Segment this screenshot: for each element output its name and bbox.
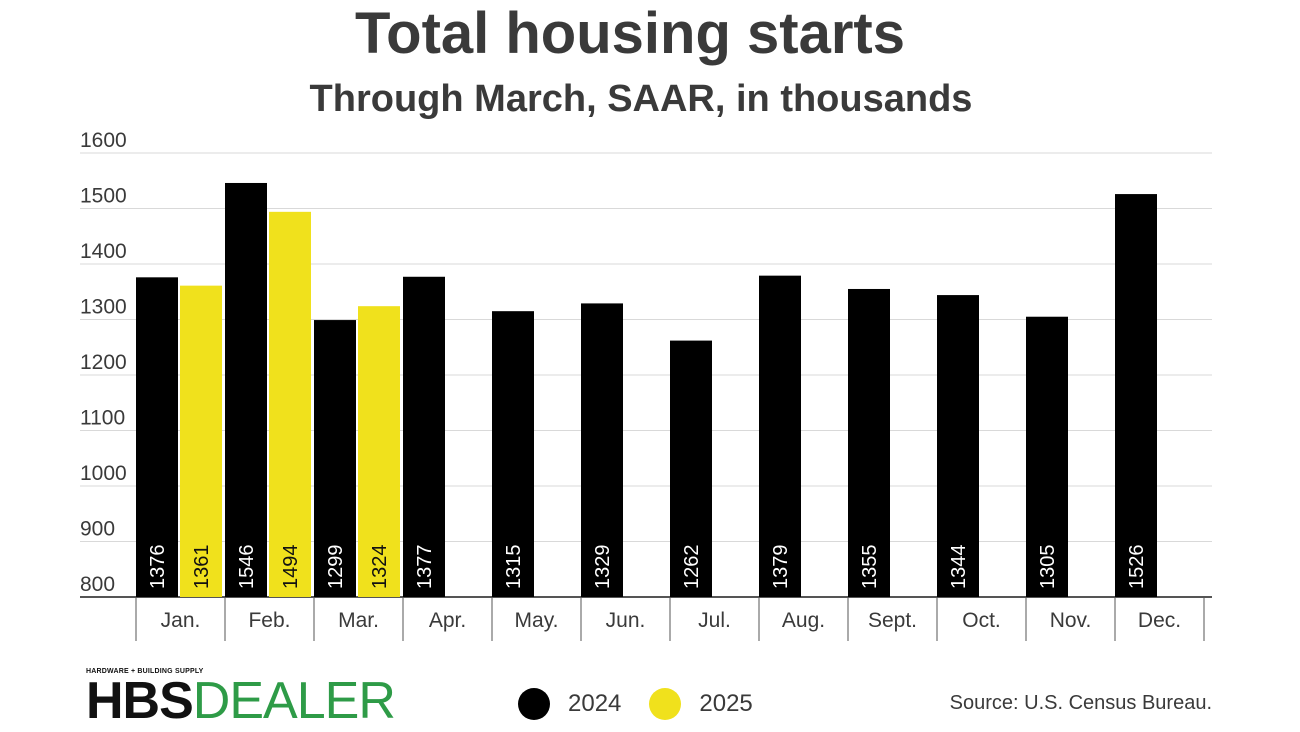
logo-hbs: HBS (86, 672, 194, 730)
x-tick-label: Aug. (782, 609, 825, 632)
bar-data-label: 1329 (592, 545, 614, 590)
chart-title: Total housing starts (355, 1, 905, 66)
bar-data-label: 1546 (236, 545, 258, 590)
y-tick-label: 800 (80, 573, 115, 596)
bar-data-label: 1315 (503, 545, 525, 590)
x-tick-label: Jun. (606, 609, 646, 632)
legend-swatch-2025 (649, 688, 682, 720)
bar-data-label: 1324 (369, 545, 391, 590)
bar-data-label: 1494 (280, 545, 302, 590)
bar-2025 (358, 306, 400, 597)
y-tick-label: 1100 (80, 407, 125, 430)
y-tick-label: 1500 (80, 185, 127, 208)
bar-data-label: 1361 (191, 545, 213, 590)
bar-2024 (848, 288, 890, 597)
bar-chart: 800 900 1000 1100 1200 1300 1400 1500 1600 1376 13… (80, 129, 1212, 641)
bar-2024 (1115, 194, 1157, 597)
y-tick-label: 900 (80, 518, 115, 541)
bar-data-label: 1379 (770, 545, 792, 590)
x-tick-label: Dec. (1138, 609, 1181, 632)
logo-dealer: DEALER (192, 672, 396, 730)
bar-2024 (937, 295, 979, 597)
x-tick-label: Sept. (868, 609, 917, 632)
x-tick-label: Nov. (1050, 609, 1092, 632)
bar-2024 (1026, 316, 1068, 597)
bar-2024 (314, 320, 356, 597)
x-tick-label: May. (515, 609, 559, 632)
bar-2025 (269, 211, 311, 597)
legend-label-2025: 2025 (699, 690, 753, 717)
bar-2024 (136, 277, 178, 597)
bar-2024 (225, 182, 267, 597)
x-tick-label: Apr. (429, 609, 466, 632)
hbs-dealer-logo: HARDWARE + BUILDING SUPPLY HBSDEALER (86, 668, 396, 730)
bar-data-label: 1305 (1037, 545, 1059, 590)
y-tick-label: 1200 (80, 351, 127, 374)
x-tick-label: Jan. (161, 609, 201, 632)
x-tick-label: Jul. (698, 609, 731, 632)
x-tick-label: Mar. (338, 609, 379, 632)
source-note: Source: U.S. Census Bureau. (949, 692, 1212, 714)
chart-legend: 2024 2025 (518, 688, 781, 720)
bar-data-label: 1526 (1126, 545, 1148, 590)
logo-wordmark: HBSDEALER (86, 672, 396, 730)
y-tick-label: 1000 (80, 462, 127, 485)
bar-data-label: 1299 (325, 545, 347, 590)
bar-2024 (492, 311, 534, 597)
bar-2025 (180, 285, 222, 597)
chart-subtitle: Through March, SAAR, in thousands (309, 78, 973, 120)
bar-2024 (759, 275, 801, 597)
bar-data-label: 1262 (681, 545, 703, 590)
bar-data-label: 1344 (948, 545, 970, 590)
y-tick-label: 1600 (80, 129, 127, 152)
logo-tagline: HARDWARE + BUILDING SUPPLY (86, 668, 204, 675)
x-tick-label: Oct. (962, 609, 1001, 632)
legend-swatch-2024 (518, 688, 550, 720)
bar-data-label: 1355 (859, 545, 881, 590)
x-tick-label: Feb. (248, 609, 290, 632)
legend-label-2024: 2024 (568, 690, 622, 717)
bar-2024 (581, 303, 623, 597)
y-tick-label: 1300 (80, 296, 127, 319)
bar-2024 (403, 276, 445, 597)
bar-data-label: 1377 (414, 545, 436, 590)
y-tick-label: 1400 (80, 240, 127, 263)
bar-data-label: 1376 (147, 545, 169, 590)
bar-2024 (670, 340, 712, 597)
